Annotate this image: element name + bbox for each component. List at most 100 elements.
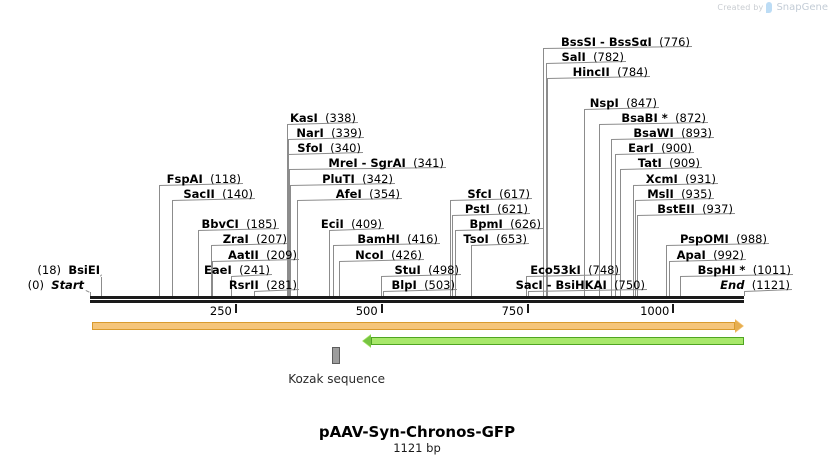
forward-feature-arrow[interactable] xyxy=(92,319,744,333)
site-tick-eari xyxy=(615,155,617,296)
site-label-rsrii: RsrII (281) xyxy=(228,278,297,292)
site-tick-nspi xyxy=(584,109,586,296)
site-tick-bsteii xyxy=(636,216,638,296)
site-tick-bbvci xyxy=(197,231,199,296)
site-label-blpi: BlpI (503) xyxy=(391,278,455,292)
site-label-pspomi: PspOMI (988) xyxy=(679,232,767,247)
site-tick-xcmi xyxy=(633,185,635,296)
site-label-msli: MslI (935) xyxy=(647,186,712,201)
site-label-stui: StuI (498) xyxy=(394,262,460,277)
kozak-box-icon[interactable] xyxy=(332,347,341,364)
arrow-head-left-outline-icon xyxy=(362,335,371,347)
site-tick-eaei xyxy=(230,276,232,296)
site-label-sacii: SacII (140) xyxy=(183,186,253,201)
site-tick-bsphi xyxy=(679,276,681,296)
site-label-ecii: EciI (409) xyxy=(320,217,382,232)
site-tick-bsssi-bsss-i xyxy=(542,48,544,296)
site-tick-apai xyxy=(668,261,670,296)
site-label-bsabi: BsaBI * (872) xyxy=(621,110,706,125)
ruler-tick xyxy=(526,304,529,313)
site-label-bsphi: BspHI * (1011) xyxy=(697,262,791,277)
site-tick-bsawi xyxy=(610,140,612,296)
site-label-saci-bsihkai: SacI - BsiHKAI (750) xyxy=(515,278,645,292)
site-label-kasi: KasI (338) xyxy=(289,110,356,125)
watermark-brand: SnapGene xyxy=(776,2,828,13)
site-label-aatii: AatII (209) xyxy=(228,247,297,262)
site-tick-zrai xyxy=(210,246,212,296)
site-tick-start xyxy=(90,292,91,296)
site-label-tati: TatI (909) xyxy=(637,156,700,171)
ruler-label: 750 xyxy=(501,304,524,318)
site-tick-sfoi xyxy=(288,155,290,296)
site-tick-stui xyxy=(380,276,382,296)
site-label-ncoi: NcoI (426) xyxy=(355,247,422,262)
site-tick-mrei-sgrai xyxy=(288,170,290,296)
site-label-eco53ki: Eco53kI (748) xyxy=(530,262,619,277)
site-label-start: (0) Start xyxy=(27,278,84,292)
site-tick-sali xyxy=(546,64,548,296)
site-label-hincii: HincII (784) xyxy=(572,65,648,80)
watermark-prefix: Created by xyxy=(717,3,764,12)
site-label-sfoi: SfoI (340) xyxy=(297,141,361,156)
snapgene-watermark: Created by SnapGene xyxy=(717,2,828,13)
site-tick-tsoi xyxy=(470,246,472,296)
ruler-tick xyxy=(234,304,237,313)
site-tick-aatii xyxy=(211,261,213,296)
site-tick-kasi xyxy=(287,124,289,296)
site-tick-hincii xyxy=(547,79,549,296)
site-label-fspai: FspAI (118) xyxy=(166,171,241,186)
backbone-line-bottom xyxy=(90,300,744,303)
site-label-sfci: SfcI (617) xyxy=(467,186,530,201)
site-tick-pluti xyxy=(289,185,291,296)
site-tick-bsabi xyxy=(598,124,600,296)
backbone-line-top xyxy=(90,296,744,299)
site-tick-sacii xyxy=(171,200,173,296)
site-label-tsoi: TsoI (653) xyxy=(463,232,527,247)
site-label-bpmi: BpmI (626) xyxy=(469,217,541,232)
site-tick-afei xyxy=(296,200,298,296)
site-label-bsssi-bsss-i: BssSI - BssSαI (776) xyxy=(561,34,690,49)
site-tick-tati xyxy=(620,170,622,296)
site-tick-fspai xyxy=(158,185,160,296)
ruler-tick xyxy=(380,304,383,313)
site-tick-pspomi xyxy=(666,246,668,296)
site-tick-end xyxy=(743,292,745,296)
site-label-end: End (1121) xyxy=(720,278,790,292)
site-tick-psti xyxy=(452,216,454,296)
site-tick-bsiei xyxy=(100,276,102,296)
site-tick-eco53ki xyxy=(526,276,528,296)
page-title: pAAV-Syn-Chronos-GFP xyxy=(318,423,516,441)
site-tick-rsrii xyxy=(253,292,255,296)
site-tick-bpmi xyxy=(455,231,457,296)
site-tick-blpi xyxy=(383,292,385,296)
site-tick-saci-bsihkai xyxy=(527,292,529,296)
site-label-eaei: EaeI (241) xyxy=(204,262,270,277)
site-label-eari: EarI (900) xyxy=(628,141,692,156)
site-label-nspi: NspI (847) xyxy=(589,95,657,110)
ruler-tick xyxy=(672,304,675,313)
snapgene-logo-icon xyxy=(766,2,773,13)
site-label-bsawi: BsaWI (893) xyxy=(633,126,712,140)
site-label-bamhi: BamHI (416) xyxy=(357,232,438,247)
ruler-label: 500 xyxy=(355,304,378,318)
site-label-afei: AfeI (354) xyxy=(335,186,400,201)
site-label-zrai: ZraI (207) xyxy=(222,232,287,247)
site-label-nari: NarI (339) xyxy=(296,126,362,140)
site-label-apai: ApaI (992) xyxy=(676,247,744,262)
site-label-sali: SalI (782) xyxy=(561,50,624,64)
reverse-feature-arrow[interactable] xyxy=(361,334,744,348)
ruler-label: 250 xyxy=(209,304,232,318)
site-tick-ncoi xyxy=(338,261,340,296)
site-tick-nari xyxy=(287,140,289,296)
site-label-bsteii: BstEII (937) xyxy=(657,202,733,216)
site-label-xcmi: XcmI (931) xyxy=(645,171,716,186)
site-label-bsiei: (18) BsiEI xyxy=(37,262,100,277)
site-tick-bamhi xyxy=(332,246,334,296)
plasmid-length: 1121 bp xyxy=(393,441,441,455)
ruler-label: 1000 xyxy=(640,304,670,318)
kozak-sequence-label: Kozak sequence xyxy=(288,372,386,386)
site-label-bbvci: BbvCI (185) xyxy=(201,217,277,232)
site-label-mrei-sgrai: MreI - SgrAI (341) xyxy=(328,156,444,171)
site-label-pluti: PluTI (342) xyxy=(322,171,393,186)
